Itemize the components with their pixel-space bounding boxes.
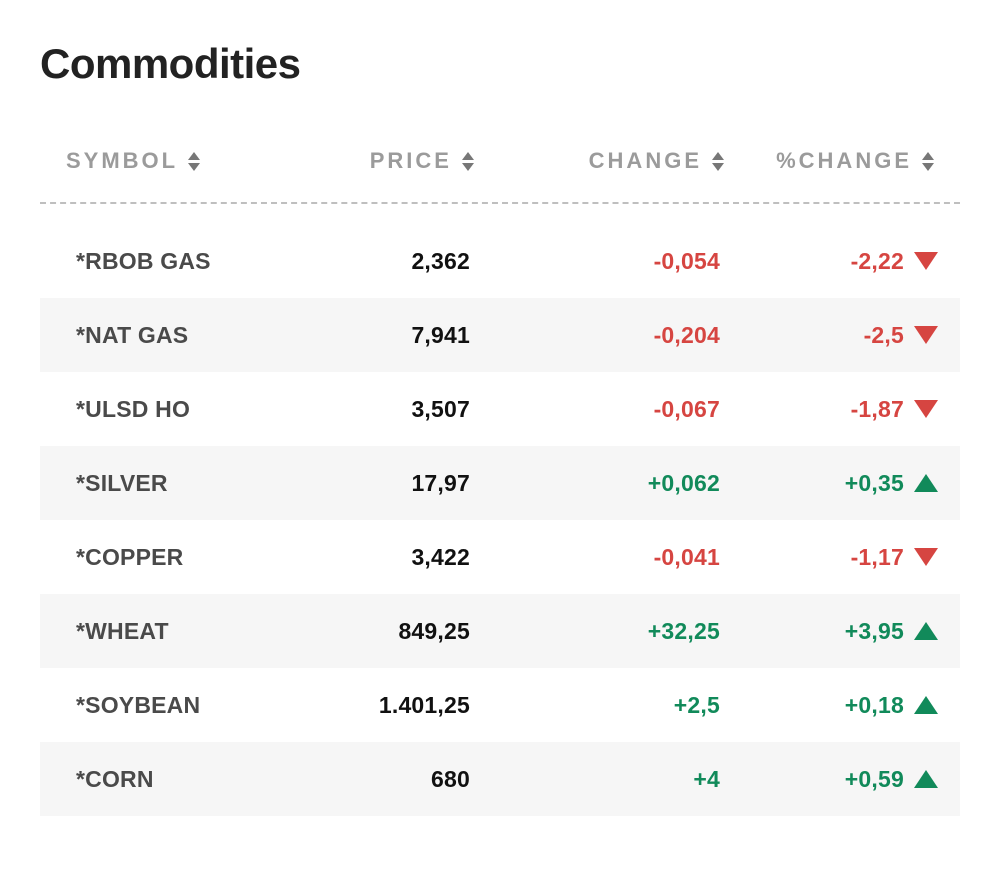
sort-icon [922, 152, 934, 171]
triangle-down-icon [914, 548, 938, 566]
cell-symbol: *SILVER [40, 470, 270, 497]
cell-change: +32,25 [470, 618, 720, 645]
table-row[interactable]: *COPPER3,422-0,041 -1,17 [40, 520, 960, 594]
cell-price: 7,941 [270, 322, 470, 349]
cell-price: 3,507 [270, 396, 470, 423]
sort-icon [188, 152, 200, 171]
cell-price: 2,362 [270, 248, 470, 275]
cell-pchange: -2,5 [720, 322, 960, 349]
column-header-pchange-label: %CHANGE [776, 148, 912, 174]
cell-pchange-value: +0,59 [845, 766, 904, 793]
triangle-down-icon [914, 400, 938, 418]
table-row[interactable]: *NAT GAS7,941-0,204 -2,5 [40, 298, 960, 372]
cell-pchange-value: -1,87 [851, 396, 904, 423]
table-row[interactable]: *SILVER17,97+0,062 +0,35 [40, 446, 960, 520]
cell-pchange: -1,17 [720, 544, 960, 571]
cell-pchange-value: -2,5 [864, 322, 904, 349]
cell-pchange: +0,59 [720, 766, 960, 793]
cell-change: -0,054 [470, 248, 720, 275]
cell-price: 3,422 [270, 544, 470, 571]
cell-symbol: *NAT GAS [40, 322, 270, 349]
cell-price: 17,97 [270, 470, 470, 497]
triangle-down-icon [914, 326, 938, 344]
commodities-widget: Commodities SYMBOL PRICE CHANGE %CHANGE [0, 0, 1000, 856]
cell-pchange: +3,95 [720, 618, 960, 645]
sort-icon [712, 152, 724, 171]
column-header-price[interactable]: PRICE [274, 148, 474, 174]
cell-symbol: *RBOB GAS [40, 248, 270, 275]
column-header-price-label: PRICE [370, 148, 452, 174]
cell-symbol: *CORN [40, 766, 270, 793]
cell-pchange-value: -2,22 [851, 248, 904, 275]
cell-change: -0,204 [470, 322, 720, 349]
cell-pchange-value: -1,17 [851, 544, 904, 571]
table-header: SYMBOL PRICE CHANGE %CHANGE [40, 148, 960, 204]
cell-pchange: +0,18 [720, 692, 960, 719]
table-row[interactable]: *SOYBEAN1.401,25+2,5 +0,18 [40, 668, 960, 742]
cell-pchange: +0,35 [720, 470, 960, 497]
triangle-up-icon [914, 696, 938, 714]
cell-change: +4 [470, 766, 720, 793]
table-body: *RBOB GAS2,362-0,054-2,22*NAT GAS7,941-0… [40, 224, 960, 816]
column-header-change-label: CHANGE [589, 148, 702, 174]
cell-change: +2,5 [470, 692, 720, 719]
column-header-symbol-label: SYMBOL [66, 148, 178, 174]
table-row[interactable]: *CORN680+4 +0,59 [40, 742, 960, 816]
cell-price: 849,25 [270, 618, 470, 645]
cell-pchange-value: +0,18 [845, 692, 904, 719]
cell-price: 1.401,25 [270, 692, 470, 719]
column-header-change[interactable]: CHANGE [474, 148, 724, 174]
page-title: Commodities [40, 40, 960, 88]
cell-pchange: -1,87 [720, 396, 960, 423]
cell-change: -0,041 [470, 544, 720, 571]
cell-change: +0,062 [470, 470, 720, 497]
cell-symbol: *WHEAT [40, 618, 270, 645]
table-row[interactable]: *RBOB GAS2,362-0,054 -2,22 [40, 224, 960, 298]
cell-pchange-value: +0,35 [845, 470, 904, 497]
cell-symbol: *SOYBEAN [40, 692, 270, 719]
cell-pchange: -2,22 [720, 248, 960, 275]
column-header-pchange[interactable]: %CHANGE [724, 148, 956, 174]
sort-icon [462, 152, 474, 171]
column-header-symbol[interactable]: SYMBOL [44, 148, 274, 174]
table-row[interactable]: *ULSD HO3,507-0,067 -1,87 [40, 372, 960, 446]
cell-symbol: *COPPER [40, 544, 270, 571]
cell-price: 680 [270, 766, 470, 793]
cell-change: -0,067 [470, 396, 720, 423]
cell-pchange-value: +3,95 [845, 618, 904, 645]
table-row[interactable]: *WHEAT849,25+32,25 +3,95 [40, 594, 960, 668]
triangle-up-icon [914, 770, 938, 788]
cell-symbol: *ULSD HO [40, 396, 270, 423]
triangle-up-icon [914, 622, 938, 640]
triangle-down-icon [914, 252, 938, 270]
triangle-up-icon [914, 474, 938, 492]
